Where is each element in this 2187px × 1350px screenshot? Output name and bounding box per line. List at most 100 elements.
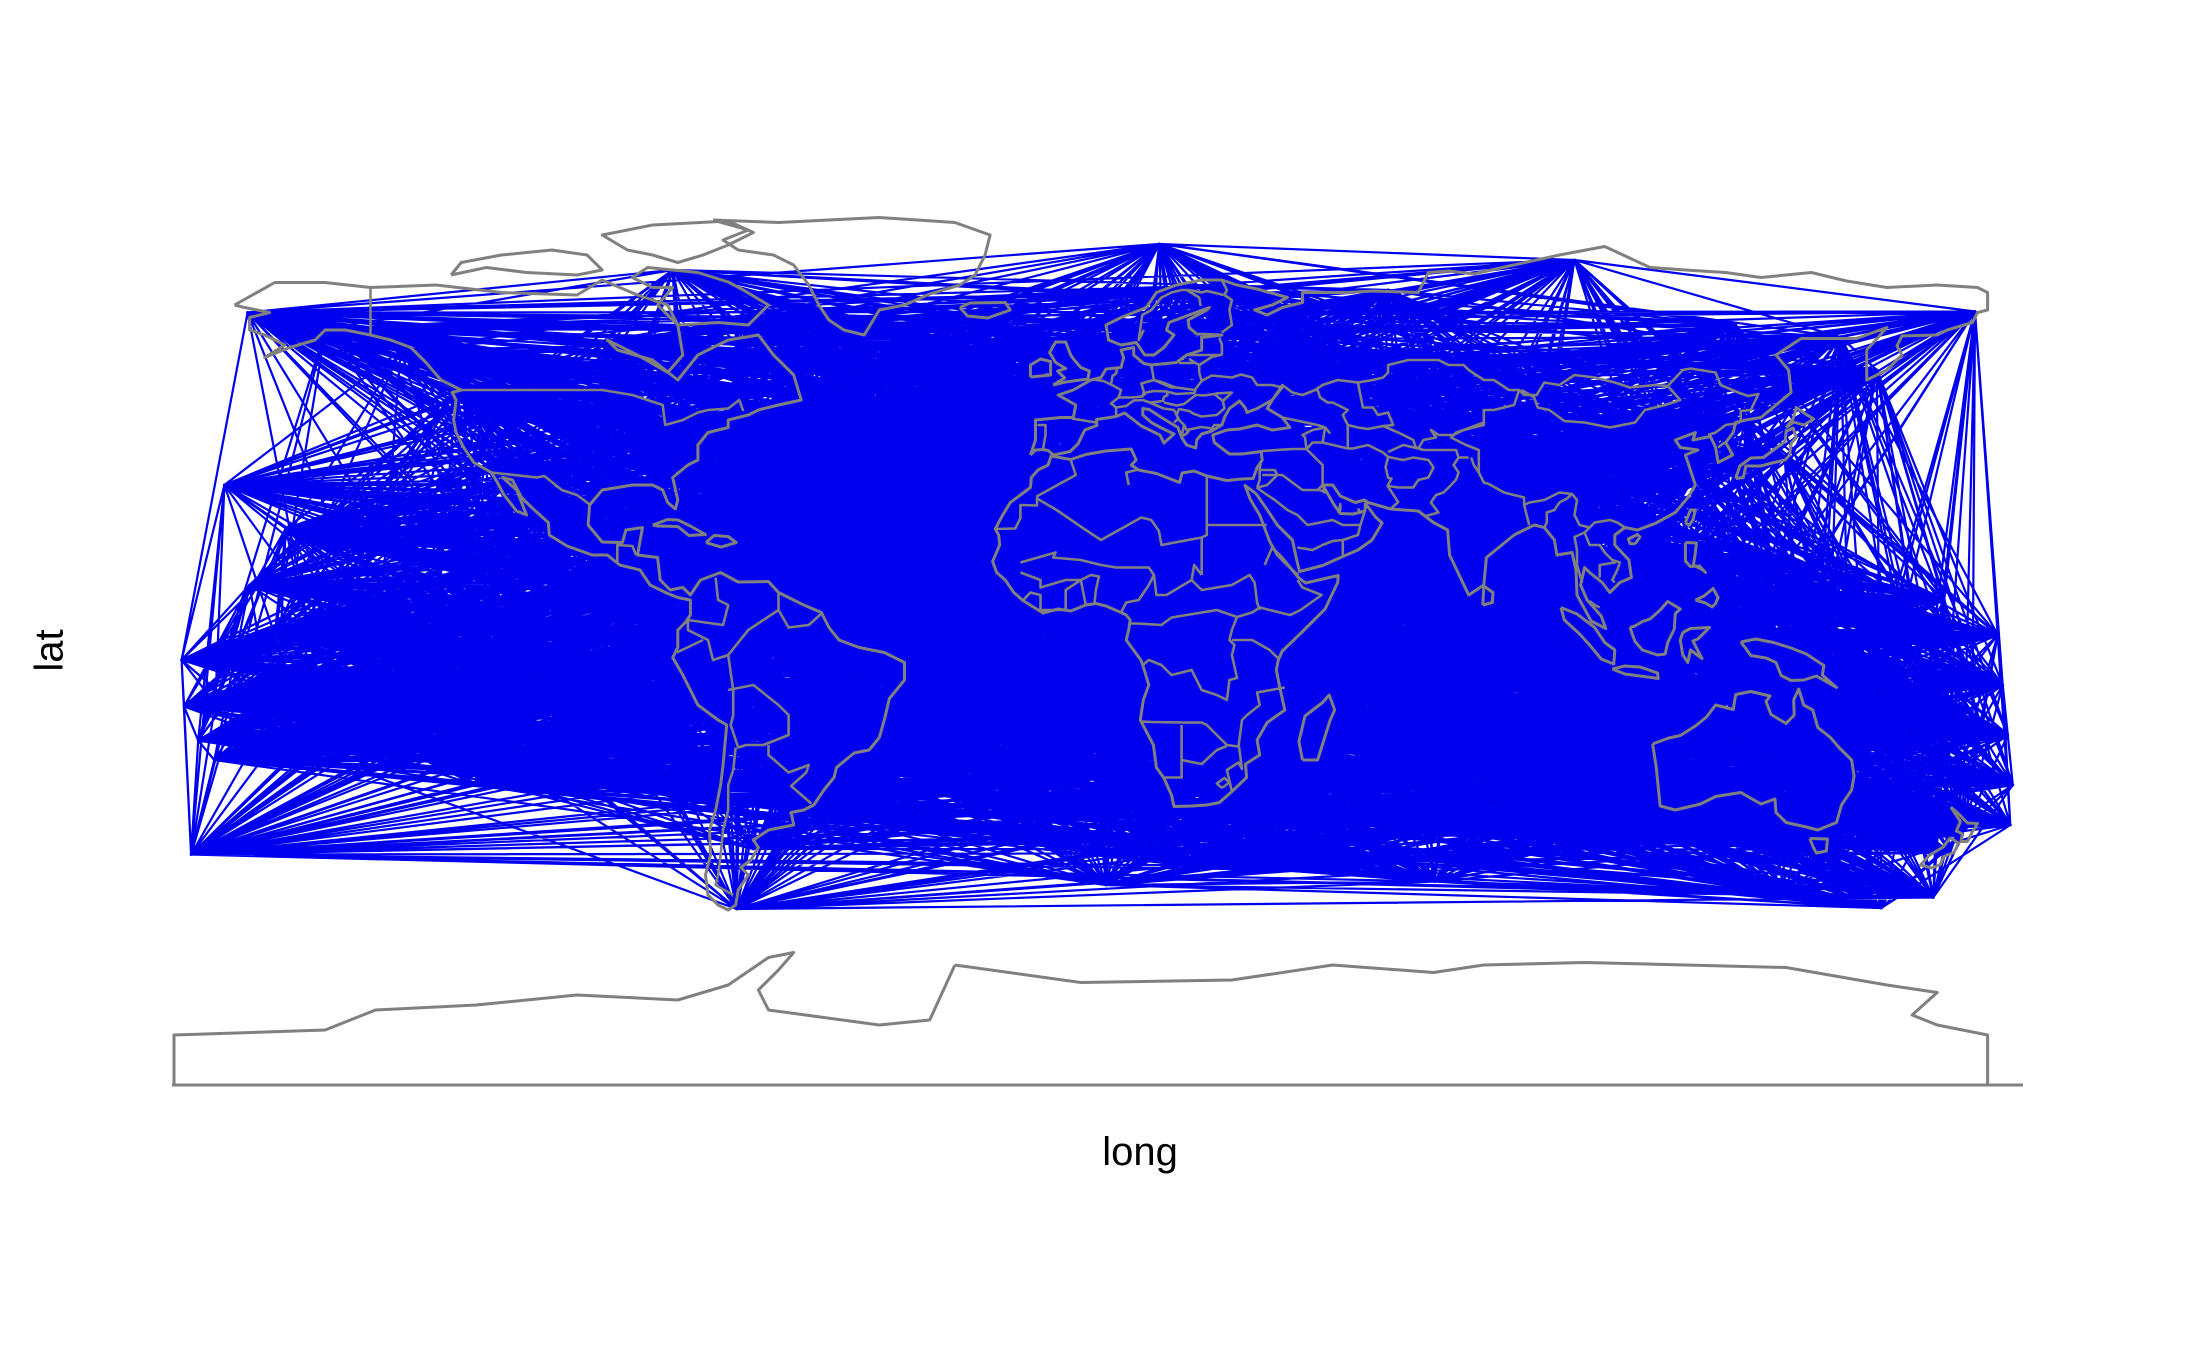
route-hub xyxy=(1633,843,1637,847)
country-border xyxy=(1225,746,1244,792)
country-border xyxy=(1035,459,1078,498)
route-hub xyxy=(2006,733,2010,737)
route-hub xyxy=(1090,389,1094,392)
route-hub xyxy=(1384,349,1388,353)
country-border xyxy=(1119,574,1156,614)
country-border xyxy=(1163,725,1183,780)
route-hub xyxy=(679,415,683,418)
route-hub xyxy=(877,633,881,637)
country-border xyxy=(1314,358,1521,454)
route-hub xyxy=(1875,368,1879,372)
route-hub xyxy=(325,721,329,724)
country-border xyxy=(1518,373,1682,429)
country-border xyxy=(1109,368,1119,385)
route-hub xyxy=(1573,258,1577,262)
country-border xyxy=(1666,367,1760,425)
country-border xyxy=(1522,504,1531,526)
route-hub xyxy=(284,527,288,530)
route-hub xyxy=(1468,490,1472,494)
route-hub xyxy=(1942,598,1946,601)
route-hub xyxy=(182,705,186,708)
country-border xyxy=(1263,546,1300,576)
route-hub xyxy=(1050,713,1054,716)
route-hub xyxy=(1180,863,1184,867)
route-hub xyxy=(1264,640,1268,643)
country-border xyxy=(1449,410,1486,473)
land-outline xyxy=(233,278,906,912)
route-hub xyxy=(189,853,193,856)
country-border xyxy=(1141,616,1239,702)
country-border xyxy=(1573,526,1591,583)
route-hub xyxy=(1950,626,1954,630)
land-outline-layer xyxy=(172,216,2023,1087)
route-hub xyxy=(844,751,848,754)
route-hub xyxy=(1078,376,1082,379)
country-border xyxy=(1181,744,1228,766)
country-border xyxy=(1231,638,1280,660)
route-hub xyxy=(1496,358,1500,362)
route-hub xyxy=(196,739,200,742)
route-hub xyxy=(2008,823,2012,827)
land-outline xyxy=(958,301,1012,320)
country-border xyxy=(1021,578,1088,612)
route-hub xyxy=(1665,434,1669,437)
country-border xyxy=(1382,424,1469,459)
country-border xyxy=(1255,461,1262,488)
route-hub xyxy=(734,315,738,318)
route-hub xyxy=(1318,728,1322,731)
land-outline xyxy=(991,245,1990,808)
country-border xyxy=(767,745,813,805)
route-hub xyxy=(751,847,755,851)
land-outline xyxy=(1559,606,1617,666)
country-border xyxy=(1188,288,1225,297)
route-hub xyxy=(1534,514,1538,518)
y-axis-label: lat xyxy=(27,629,72,672)
land-outline xyxy=(172,951,1990,1087)
land-outline xyxy=(1739,637,1838,689)
country-border xyxy=(1140,686,1286,748)
route-hub xyxy=(1001,493,1005,496)
route-hub xyxy=(1756,596,1760,599)
route-hub xyxy=(1931,896,1935,899)
country-border xyxy=(1255,486,1362,555)
route-hub xyxy=(1220,764,1224,768)
route-hub xyxy=(623,560,627,564)
land-outline xyxy=(1028,357,1053,379)
route-hub xyxy=(180,658,184,662)
country-border xyxy=(1130,579,1323,627)
route-hub xyxy=(1432,880,1436,883)
land-outline xyxy=(600,219,755,264)
route-hub xyxy=(1783,455,1787,458)
route-hub xyxy=(1156,655,1160,658)
country-border xyxy=(726,654,790,749)
route-hub xyxy=(785,806,789,810)
route-hub xyxy=(1917,745,1921,748)
country-border xyxy=(461,388,745,427)
route-hub xyxy=(1688,560,1692,564)
land-outline xyxy=(705,534,738,549)
route-hub xyxy=(813,395,817,399)
route-hub xyxy=(1738,696,1742,699)
route-hub xyxy=(2011,783,2015,787)
country-border xyxy=(1425,456,1460,518)
country-border xyxy=(1387,455,1435,489)
route-hub xyxy=(474,783,478,787)
route-hub xyxy=(1978,724,1982,727)
land-outline xyxy=(630,266,770,327)
land-outline xyxy=(712,216,992,337)
route-hub xyxy=(689,508,693,512)
country-border xyxy=(1336,502,1342,514)
country-border xyxy=(1163,392,1226,432)
country-border xyxy=(1190,573,1261,611)
route-hub xyxy=(1808,566,1812,569)
land-outline xyxy=(1734,426,1798,480)
land-outline xyxy=(1628,600,1682,657)
country-border xyxy=(1611,558,1622,584)
country-border xyxy=(1356,507,1367,526)
country-border xyxy=(1149,401,1180,424)
route-hub xyxy=(528,769,532,772)
route-hub xyxy=(580,536,584,540)
country-border xyxy=(676,638,704,654)
route-hub xyxy=(789,760,793,763)
